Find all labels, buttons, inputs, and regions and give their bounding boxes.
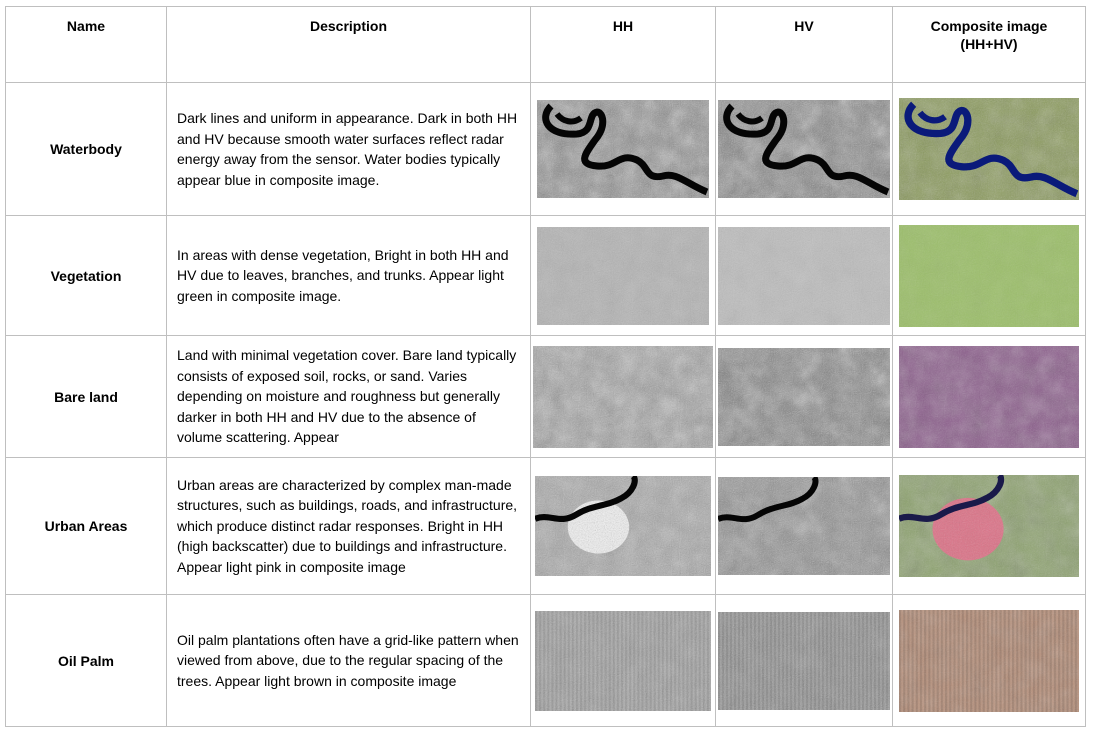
urban-hh-image — [535, 476, 711, 576]
header-row: Name Description HH HV Composite image (… — [5, 6, 1086, 83]
row-description: Dark lines and uniform in appearance. Da… — [166, 82, 531, 216]
bare-land-hh-image — [533, 345, 713, 448]
table-row: Vegetation In areas with dense vegetatio… — [5, 215, 1086, 336]
header-composite: Composite image (HH+HV) — [892, 6, 1086, 83]
waterbody-composite-image — [899, 98, 1079, 200]
row-description: Land with minimal vegetation cover. Bare… — [166, 335, 531, 458]
urban-composite-image — [899, 475, 1079, 577]
row-name: Vegetation — [5, 215, 167, 336]
row-name: Urban Areas — [5, 457, 167, 595]
header-hh: HH — [530, 6, 716, 83]
waterbody-hv-image — [718, 100, 890, 198]
waterbody-hh-image — [537, 100, 709, 198]
table-row: Waterbody Dark lines and uniform in appe… — [5, 82, 1086, 216]
header-description: Description — [166, 6, 531, 83]
vegetation-composite-image — [899, 224, 1079, 327]
header-hv: HV — [715, 6, 893, 83]
row-name: Waterbody — [5, 82, 167, 216]
bare-land-composite-image — [899, 345, 1079, 448]
bare-land-hv-image — [718, 347, 890, 446]
row-name: Bare land — [5, 335, 167, 458]
land-cover-table: Name Description HH HV Composite image (… — [5, 6, 1086, 727]
table-row: Oil Palm Oil palm plantations often have… — [5, 594, 1086, 727]
oil-palm-composite-image — [899, 609, 1079, 712]
urban-hv-image — [718, 477, 890, 575]
header-name: Name — [5, 6, 167, 83]
vegetation-hv-image — [718, 226, 890, 325]
oil-palm-hv-image — [718, 611, 890, 710]
table-row: Urban Areas Urban areas are characterize… — [5, 457, 1086, 595]
header-composite-line2: (HH+HV) — [960, 36, 1018, 52]
row-name: Oil Palm — [5, 594, 167, 727]
oil-palm-hh-image — [535, 610, 711, 711]
row-description: Oil palm plantations often have a grid-l… — [166, 594, 531, 727]
row-description: In areas with dense vegetation, Bright i… — [166, 215, 531, 336]
table-row: Bare land Land with minimal vegetation c… — [5, 335, 1086, 458]
header-composite-line1: Composite image — [930, 18, 1048, 34]
row-description: Urban areas are characterized by complex… — [166, 457, 531, 595]
vegetation-hh-image — [537, 226, 709, 325]
